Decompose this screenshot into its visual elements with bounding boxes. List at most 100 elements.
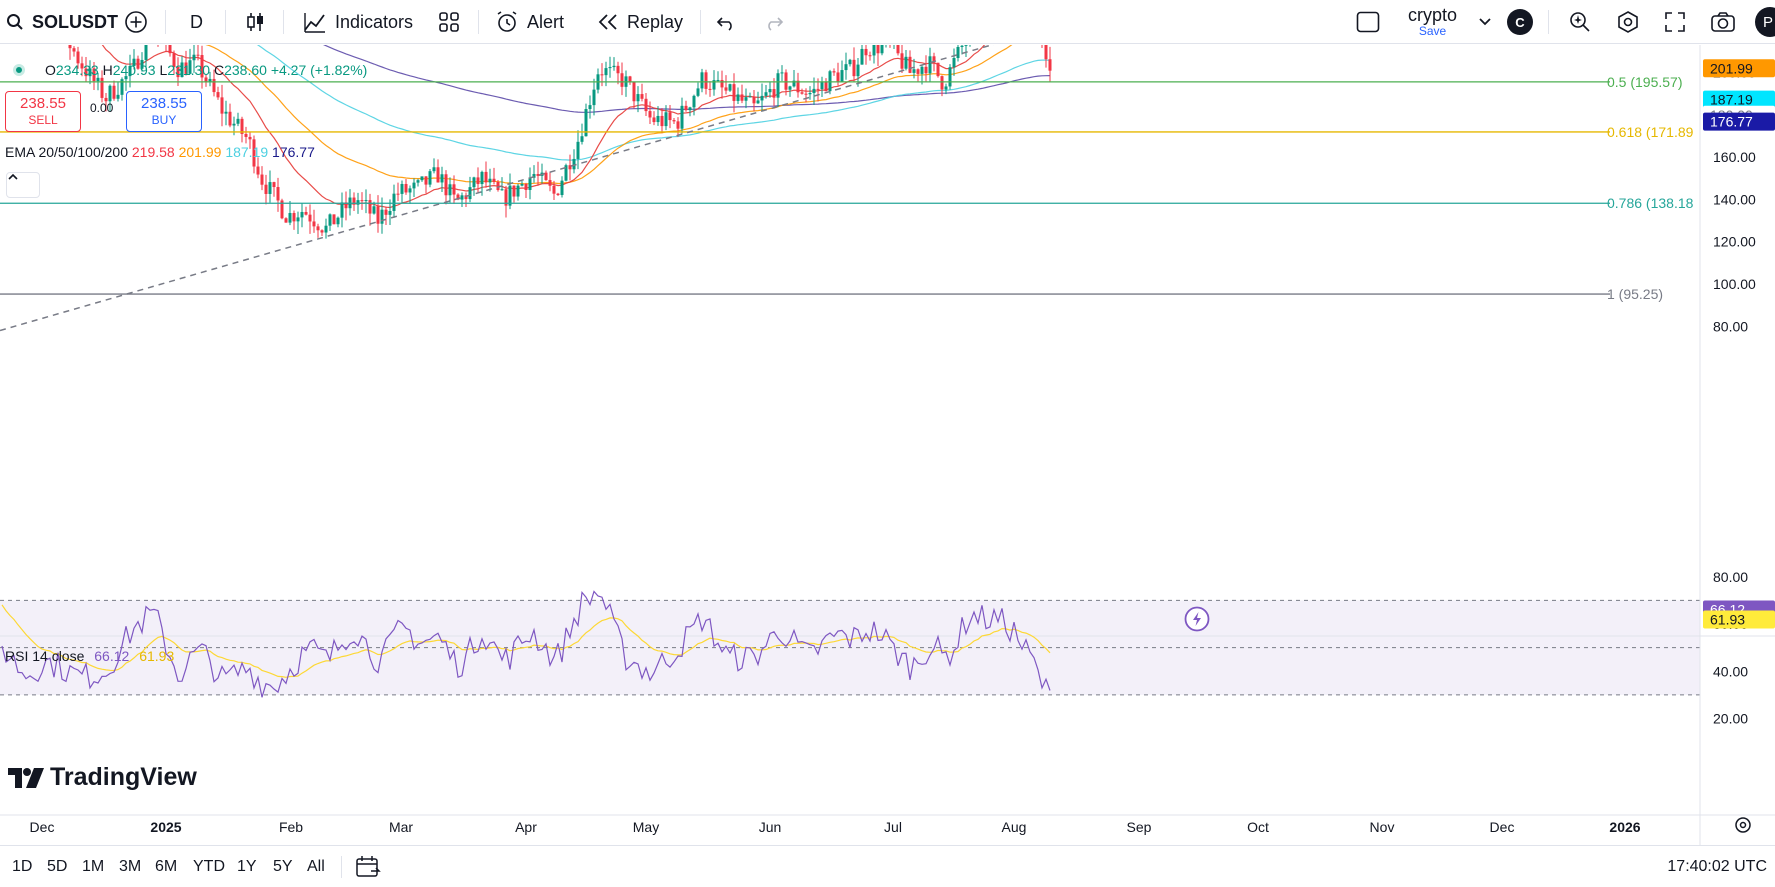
indicators-button[interactable]: Indicators [303,0,413,44]
range-3m[interactable]: 3M [119,858,142,875]
candle-body [780,72,784,74]
candle-body [292,213,296,222]
rsi-legend[interactable]: RSI 14 close 66.12 61.93 [5,648,174,664]
candle-body [640,94,644,99]
candle-body [804,93,808,95]
settings-button[interactable] [1616,0,1640,44]
ohlc-high-label: H [102,62,113,78]
candle-body [792,80,796,87]
range-1y[interactable]: 1Y [237,858,257,875]
layout-menu-button[interactable] [1478,0,1492,44]
range-5d[interactable]: 5D [47,858,68,875]
undo-button[interactable] [716,0,736,44]
candle-body [308,214,312,222]
candle-body [284,218,288,223]
snapshot-button[interactable] [1710,0,1736,44]
avatar-letter: C [1507,9,1533,35]
candle-body [784,72,788,90]
layout-name-button[interactable]: crypto Save [1405,0,1460,44]
time-axis-label: May [633,819,659,835]
candle-body [508,185,512,206]
time-axis-label: Jun [759,819,782,835]
candle-body [424,176,428,185]
candle-body [588,105,592,110]
interval-button[interactable]: D [190,11,203,32]
candle-body [72,48,76,52]
candle-body [368,200,372,214]
candle-body [772,89,776,98]
replay-button[interactable]: Replay [597,0,683,44]
time-axis-label: Oct [1247,819,1269,835]
ohlc-open: 234.33 [55,62,99,78]
fib-level-label: 0.786 (138.18 [1607,195,1694,211]
sell-price: 238.55 [20,95,66,112]
range-ytd[interactable]: YTD [193,858,225,875]
indicators-icon [303,11,327,33]
buy-button[interactable]: 238.55 BUY [126,91,202,132]
time-axis-label: 2025 [150,819,181,835]
bottom-toolbar: 1D 5D 1M 3M 6M YTD 1Y 5Y All 17:40:02 UTC [0,845,1775,887]
candle-body [200,55,204,78]
candle-body [260,174,264,185]
clock[interactable]: 17:40:02 UTC [1667,858,1767,875]
candle-body [436,167,440,183]
range-1m[interactable]: 1M [82,858,105,875]
account-avatar[interactable]: C [1507,0,1533,44]
candle-body [552,185,556,194]
rsi-line [1,590,1051,698]
goto-date-button[interactable] [355,855,381,884]
candle-body [144,45,148,60]
candle-body [496,181,500,191]
candle-body [676,121,680,129]
candle-body [456,194,460,200]
candle-body [276,187,280,201]
range-all[interactable]: All [307,858,325,875]
ema-legend[interactable]: EMA 20/50/100/200 219.58 201.99 187.19 1… [5,144,315,160]
candle-body [504,189,508,206]
chart-type-button[interactable] [244,0,266,44]
candle-body [1044,45,1048,60]
ohlc-low: 231.30 [167,62,211,78]
chart-canvas[interactable]: 0 (295.88)0.236 (248.530.382 (219.240.5 … [0,45,1775,845]
alert-button[interactable]: Alert [495,0,564,44]
rsi-tag-bg [1703,610,1775,629]
quick-search-button[interactable] [1568,0,1592,44]
chart-area[interactable]: 0 (295.88)0.236 (248.530.382 (219.240.5 … [0,45,1775,845]
candle-body [696,88,700,96]
compare-symbol-button[interactable] [124,0,148,44]
sell-button[interactable]: 238.55 SELL [5,91,81,132]
candle-body [848,59,852,65]
lightning-icon[interactable] [1184,606,1210,632]
collapse-legend-button[interactable] [6,172,40,198]
candle-body [500,189,504,191]
tradingview-logo[interactable]: TradingView [8,763,197,792]
candle-body [824,81,828,92]
candle-body [372,206,376,214]
candle-body [560,180,564,196]
fullscreen-button[interactable] [1664,0,1686,44]
undo-icon [716,13,736,31]
profile-button[interactable]: P [1755,0,1775,44]
range-6m[interactable]: 6M [155,858,178,875]
candle-body [116,94,120,99]
range-5y[interactable]: 5Y [273,858,293,875]
candle-body [776,73,780,98]
candle-body [568,165,572,170]
time-axis-label: Dec [30,819,55,835]
redo-button[interactable] [764,0,784,44]
candle-body [572,158,576,170]
candle-body [820,81,824,90]
indicators-label: Indicators [335,11,414,32]
range-1d[interactable]: 1D [12,858,33,875]
candle-body [340,202,344,218]
candle-body [1048,59,1052,71]
templates-button[interactable] [438,0,460,44]
alert-label: Alert [527,11,565,32]
symbol-search-button[interactable]: SOLUSDT [6,0,118,44]
layout-button[interactable] [1356,0,1380,44]
candle-body [192,54,196,61]
candle-body [916,69,920,74]
candle-body [212,78,216,93]
camera-icon [1710,11,1736,33]
price-axis-label: 100.00 [1713,276,1756,292]
